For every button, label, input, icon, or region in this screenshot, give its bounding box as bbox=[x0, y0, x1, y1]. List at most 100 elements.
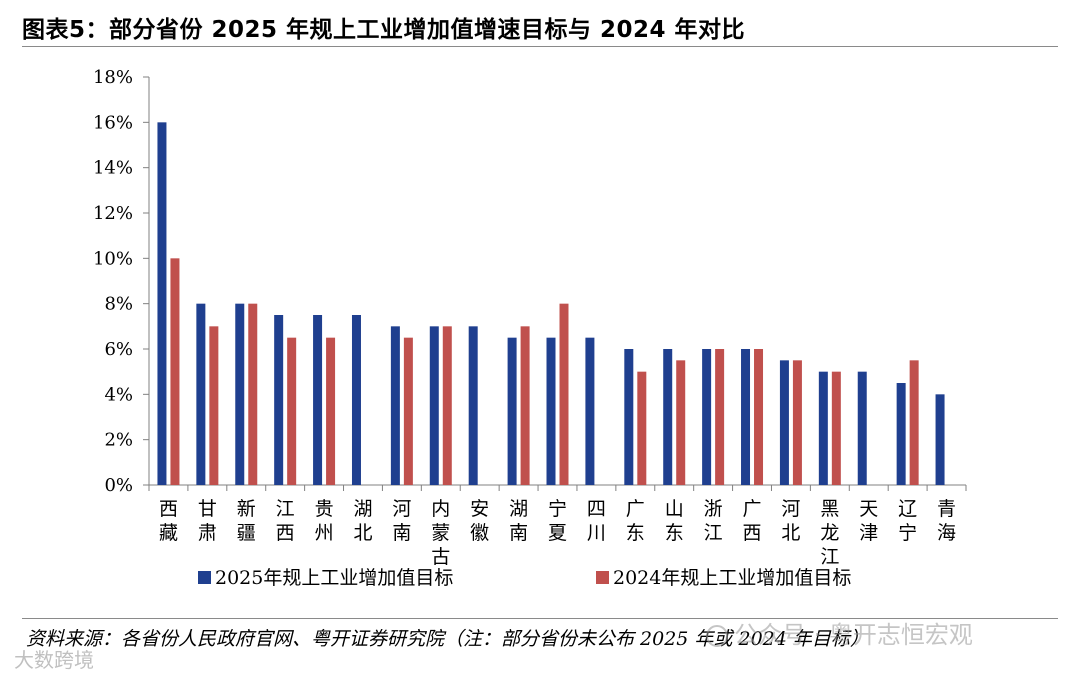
bar-2025-12 bbox=[624, 349, 634, 485]
y-tick-label: 0% bbox=[104, 475, 133, 496]
bar-2025-2 bbox=[235, 303, 245, 485]
bar-2025-18 bbox=[857, 371, 867, 485]
x-tick-label-char: 河 bbox=[781, 498, 800, 520]
x-tick-label-char: 州 bbox=[315, 522, 334, 544]
y-tick-label: 4% bbox=[104, 384, 133, 405]
bar-2025-11 bbox=[585, 337, 595, 485]
bar-2024-1 bbox=[209, 326, 219, 485]
x-tick-label-char: 南 bbox=[509, 522, 528, 544]
x-tick-label-char: 内 bbox=[431, 498, 450, 520]
x-tick-label-char: 河 bbox=[392, 498, 411, 520]
footer-divider bbox=[22, 618, 1058, 619]
x-tick-label-char: 广 bbox=[743, 498, 762, 520]
source-note: 资料来源：各省份人民政府官网、粤开证券研究院（注：部分省份未公布 2025 年或… bbox=[26, 628, 869, 650]
y-tick-label: 18% bbox=[93, 67, 133, 88]
bar-2024-13 bbox=[676, 360, 686, 485]
x-tick-label-char: 北 bbox=[353, 522, 372, 544]
bar-2025-20 bbox=[935, 394, 945, 485]
bar-2024-0 bbox=[170, 258, 180, 485]
legend-swatch-1 bbox=[596, 571, 609, 584]
x-tick-label-char: 西 bbox=[159, 498, 178, 520]
bar-2025-16 bbox=[779, 360, 789, 485]
bar-2025-3 bbox=[274, 315, 284, 485]
x-tick-label-char: 西 bbox=[743, 522, 762, 544]
x-tick-label-char: 南 bbox=[392, 522, 411, 544]
x-tick-label-char: 西 bbox=[276, 522, 295, 544]
x-tick-label-char: 湖 bbox=[509, 498, 528, 520]
bar-2024-17 bbox=[831, 371, 841, 485]
legend-swatch-0 bbox=[198, 571, 211, 584]
x-tick-label-char: 海 bbox=[937, 522, 956, 544]
title-divider bbox=[22, 46, 1058, 47]
bar-2024-9 bbox=[520, 326, 530, 485]
bar-2025-17 bbox=[818, 371, 828, 485]
y-tick-label: 6% bbox=[104, 339, 133, 360]
bar-2024-3 bbox=[287, 337, 297, 485]
bar-2024-12 bbox=[637, 371, 647, 485]
x-tick-label-char: 龙 bbox=[820, 522, 839, 544]
bar-2025-8 bbox=[468, 326, 478, 485]
x-tick-label-char: 辽 bbox=[898, 498, 917, 520]
x-tick-label-char: 新 bbox=[237, 498, 256, 520]
bar-2025-0 bbox=[157, 122, 167, 485]
x-tick-label-char: 青 bbox=[937, 498, 956, 520]
y-tick-label: 10% bbox=[93, 248, 133, 269]
x-tick-label-char: 东 bbox=[665, 522, 684, 544]
x-tick-label-char: 夏 bbox=[548, 522, 567, 544]
bar-2025-6 bbox=[390, 326, 400, 485]
legend-label-0: 2025年规上工业增加值目标 bbox=[215, 567, 453, 589]
x-tick-label-char: 蒙 bbox=[431, 522, 450, 544]
bar-2024-15 bbox=[754, 349, 764, 485]
x-tick-label-char: 贵 bbox=[315, 498, 334, 520]
wechat-icon bbox=[706, 625, 728, 647]
x-tick-label-char: 藏 bbox=[159, 522, 178, 544]
x-tick-label-char: 天 bbox=[859, 498, 878, 520]
x-tick-label-char: 江 bbox=[820, 546, 839, 568]
y-tick-label: 2% bbox=[104, 430, 133, 451]
bar-2024-2 bbox=[248, 303, 258, 485]
bar-2025-7 bbox=[429, 326, 439, 485]
x-tick-label-char: 宁 bbox=[898, 522, 917, 544]
y-tick-label: 14% bbox=[93, 158, 133, 179]
x-tick-label-char: 甘 bbox=[198, 498, 217, 520]
x-tick-label-char: 四 bbox=[587, 498, 606, 520]
bar-2024-4 bbox=[326, 337, 336, 485]
x-tick-label-char: 津 bbox=[859, 522, 878, 544]
watermark: 公众号 · 粤开志恒宏观 bbox=[706, 615, 973, 650]
bar-2025-5 bbox=[351, 315, 361, 485]
watermark-secondary: 大数跨境 bbox=[14, 648, 94, 672]
bar-2024-19 bbox=[909, 360, 919, 485]
x-tick-label-char: 川 bbox=[587, 522, 606, 544]
y-tick-label: 12% bbox=[93, 203, 133, 224]
bar-2024-14 bbox=[715, 349, 725, 485]
x-tick-label-char: 黑 bbox=[820, 498, 839, 520]
watermark-text: 公众号 · 粤开志恒宏观 bbox=[734, 621, 973, 649]
x-tick-label-char: 湖 bbox=[353, 498, 372, 520]
bar-2024-6 bbox=[403, 337, 413, 485]
x-tick-label-char: 北 bbox=[781, 522, 800, 544]
bar-2024-10 bbox=[559, 303, 569, 485]
bar-2025-15 bbox=[741, 349, 751, 485]
x-tick-label-char: 古 bbox=[431, 546, 450, 568]
y-tick-label: 8% bbox=[104, 294, 133, 315]
x-tick-label-char: 东 bbox=[626, 522, 645, 544]
x-tick-label-char: 徽 bbox=[470, 522, 489, 544]
x-tick-label-char: 疆 bbox=[237, 522, 256, 544]
bar-2025-4 bbox=[313, 315, 323, 485]
bar-2025-13 bbox=[663, 349, 673, 485]
bar-2025-9 bbox=[507, 337, 517, 485]
legend-label-1: 2024年规上工业增加值目标 bbox=[613, 567, 851, 589]
x-tick-label-char: 肃 bbox=[198, 522, 217, 544]
bar-2024-7 bbox=[442, 326, 452, 485]
x-tick-label-char: 宁 bbox=[548, 498, 567, 520]
bar-2024-16 bbox=[792, 360, 802, 485]
bar-2025-1 bbox=[196, 303, 206, 485]
chart-title: 图表5：部分省份 2025 年规上工业增加值增速目标与 2024 年对比 bbox=[22, 17, 746, 43]
y-tick-label: 16% bbox=[93, 112, 133, 133]
bar-2025-10 bbox=[546, 337, 556, 485]
x-tick-label-char: 江 bbox=[276, 498, 295, 520]
bar-2025-14 bbox=[702, 349, 712, 485]
x-tick-label-char: 广 bbox=[626, 498, 645, 520]
bar-2025-19 bbox=[896, 383, 906, 485]
